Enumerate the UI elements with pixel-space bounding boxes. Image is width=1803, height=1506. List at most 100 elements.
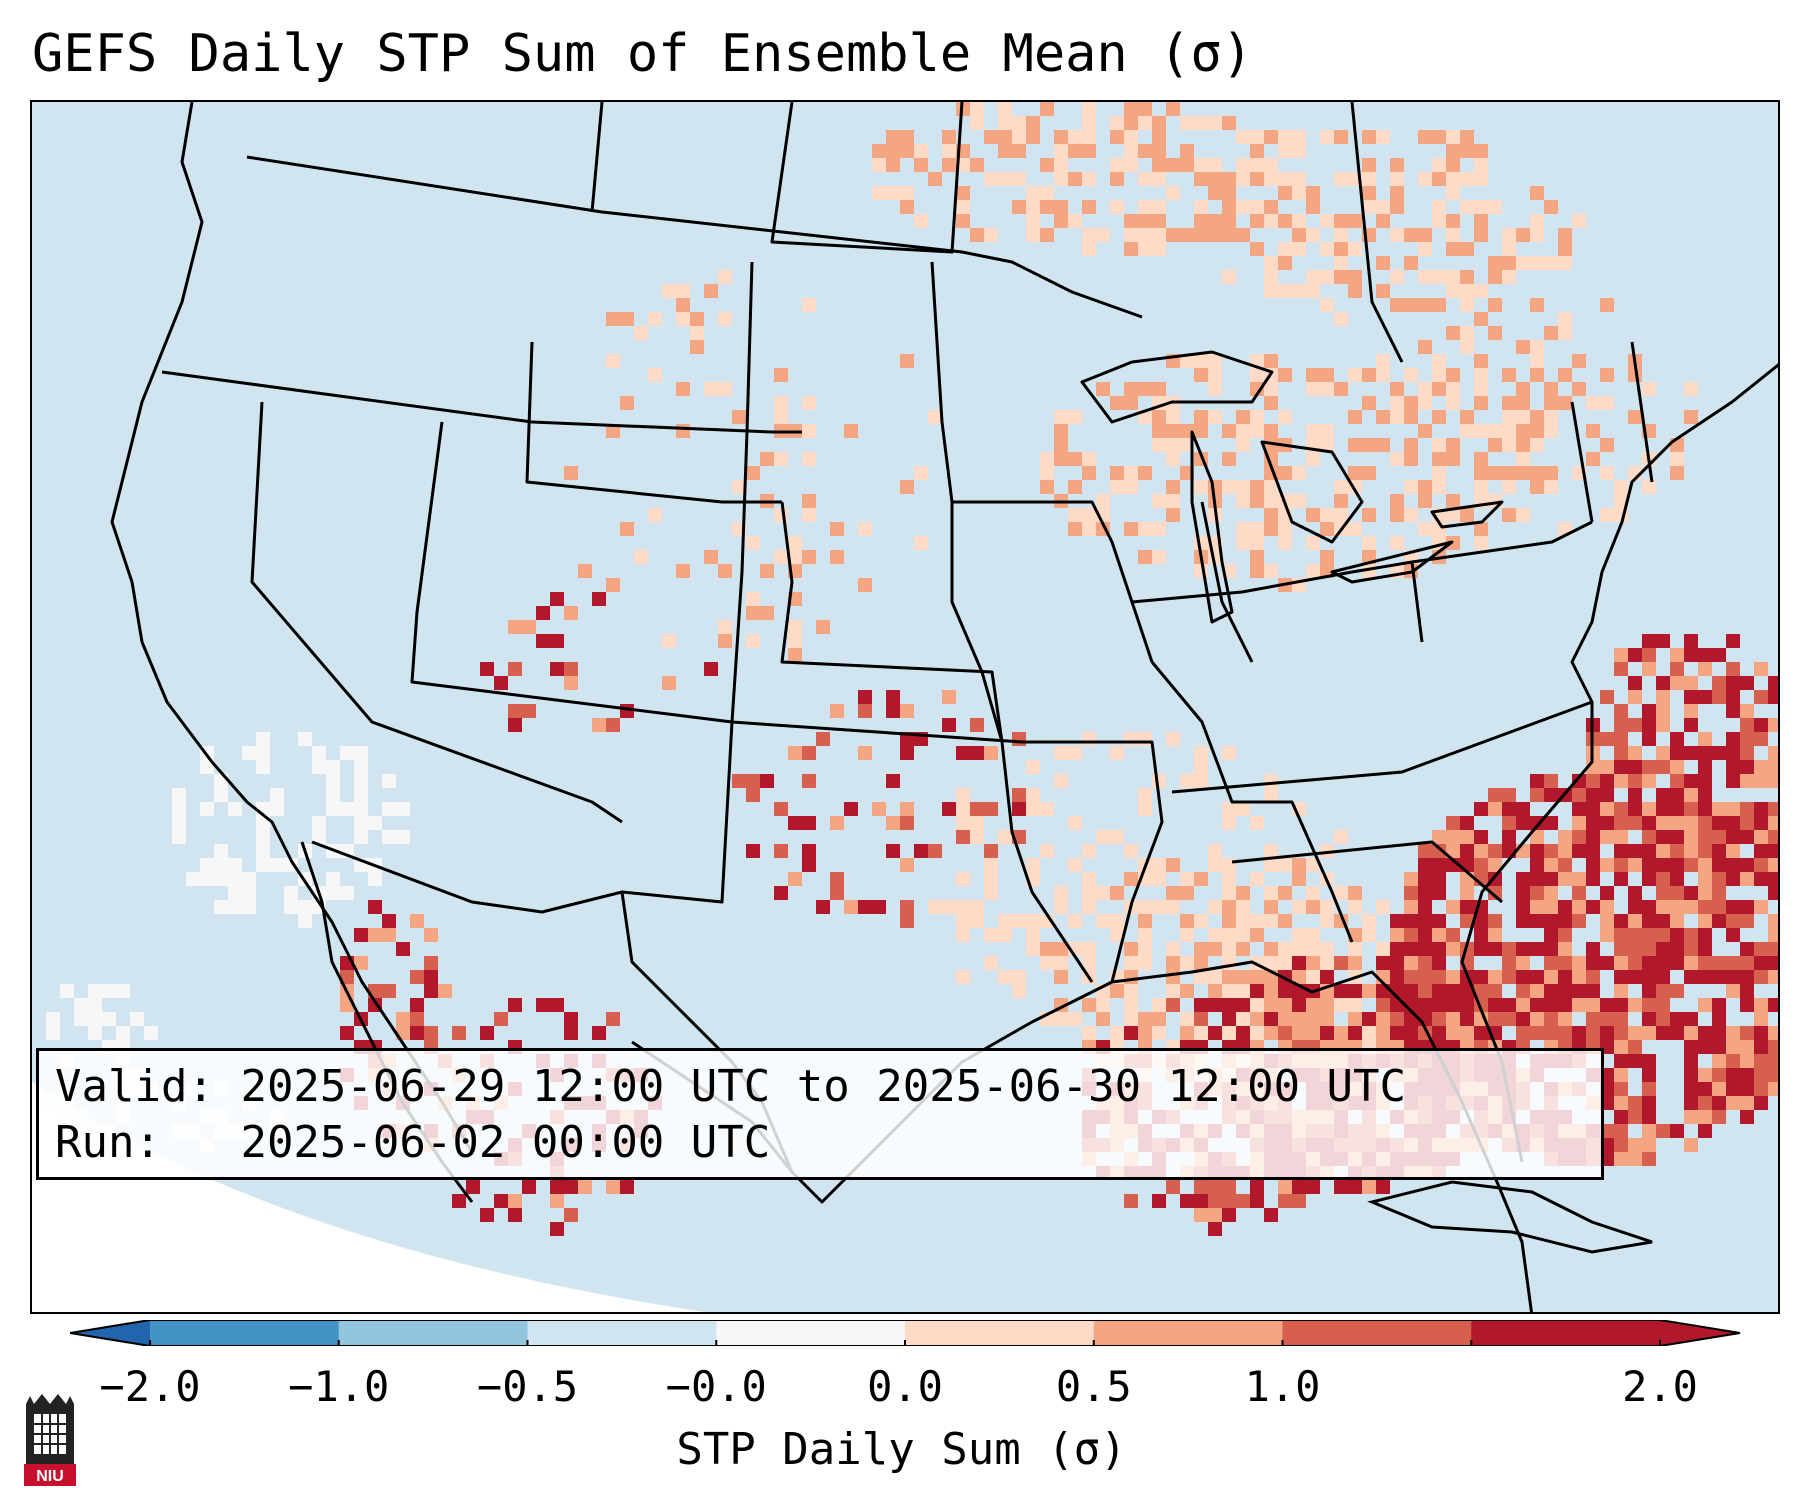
- anomaly-cell: [1446, 1026, 1460, 1040]
- anomaly-cell: [1222, 228, 1236, 242]
- anomaly-cell: [1362, 984, 1376, 998]
- anomaly-cell: [1096, 382, 1110, 396]
- anomaly-cell: [1642, 774, 1656, 788]
- anomaly-cell: [662, 676, 676, 690]
- anomaly-cell: [1572, 354, 1586, 368]
- anomaly-cell: [1558, 242, 1572, 256]
- anomaly-cell: [914, 214, 928, 228]
- anomaly-cell: [998, 172, 1012, 186]
- anomaly-cell: [130, 1012, 144, 1026]
- state-line: [621, 261, 754, 904]
- anomaly-cell: [1082, 998, 1096, 1012]
- anomaly-cell: [1614, 956, 1628, 970]
- anomaly-cell: [1418, 494, 1432, 508]
- anomaly-cell: [1530, 830, 1544, 844]
- anomaly-cell: [1740, 704, 1754, 718]
- lake-michigan: [1190, 430, 1234, 624]
- anomaly-cell: [1754, 830, 1768, 844]
- anomaly-cell: [1488, 914, 1502, 928]
- anomaly-cell: [1726, 900, 1740, 914]
- anomaly-cell: [1152, 858, 1166, 872]
- anomaly-cell: [1502, 788, 1516, 802]
- anomaly-cell: [1236, 410, 1250, 424]
- anomaly-cell: [872, 900, 886, 914]
- anomaly-cell: [1628, 1096, 1642, 1110]
- anomaly-cell: [1348, 886, 1362, 900]
- anomaly-cell: [1418, 928, 1432, 942]
- anomaly-cell: [1292, 998, 1306, 1012]
- anomaly-cell: [1530, 886, 1544, 900]
- anomaly-cell: [1530, 900, 1544, 914]
- anomaly-cell: [88, 998, 102, 1012]
- anomaly-cell: [284, 858, 298, 872]
- anomaly-cell: [634, 326, 648, 340]
- anomaly-cell: [1768, 970, 1778, 984]
- anomaly-cell: [1670, 1026, 1684, 1040]
- anomaly-cell: [1362, 914, 1376, 928]
- anomaly-cell: [1320, 900, 1334, 914]
- anomaly-cell: [1628, 858, 1642, 872]
- anomaly-cell: [1474, 1026, 1488, 1040]
- anomaly-cell: [228, 886, 242, 900]
- anomaly-cell: [1054, 1012, 1068, 1026]
- anomaly-cell: [256, 746, 270, 760]
- anomaly-cell: [1138, 172, 1152, 186]
- anomaly-cell: [1222, 452, 1236, 466]
- anomaly-cell: [1502, 970, 1516, 984]
- anomaly-cell: [1698, 942, 1712, 956]
- anomaly-cell: [872, 158, 886, 172]
- anomaly-cell: [1432, 872, 1446, 886]
- anomaly-cell: [1460, 298, 1474, 312]
- anomaly-cell: [606, 578, 620, 592]
- anomaly-cell: [900, 900, 914, 914]
- anomaly-cell: [1502, 228, 1516, 242]
- anomaly-cell: [1628, 410, 1642, 424]
- anomaly-cell: [564, 662, 578, 676]
- anomaly-cell: [1670, 858, 1684, 872]
- anomaly-cell: [1334, 830, 1348, 844]
- anomaly-cell: [788, 634, 802, 648]
- anomaly-cell: [1404, 900, 1418, 914]
- anomaly-cell: [1250, 1026, 1264, 1040]
- anomaly-cell: [1348, 956, 1362, 970]
- state-line: [525, 341, 782, 504]
- anomaly-cell: [1544, 396, 1558, 410]
- anomaly-cell: [1684, 1026, 1698, 1040]
- anomaly-cell: [1124, 732, 1138, 746]
- anomaly-cell: [1516, 1012, 1530, 1026]
- anomaly-cell: [1362, 396, 1376, 410]
- anomaly-cell: [1418, 956, 1432, 970]
- anomaly-cell: [1516, 452, 1530, 466]
- anomaly-cell: [634, 550, 648, 564]
- anomaly-cell: [1292, 466, 1306, 480]
- anomaly-cell: [1320, 956, 1334, 970]
- anomaly-cell: [956, 872, 970, 886]
- anomaly-cell: [1306, 424, 1320, 438]
- anomaly-cell: [1670, 452, 1684, 466]
- anomaly-cell: [1642, 718, 1656, 732]
- anomaly-cell: [1446, 368, 1460, 382]
- anomaly-cell: [1236, 928, 1250, 942]
- anomaly-cell: [1516, 984, 1530, 998]
- anomaly-cell: [1306, 284, 1320, 298]
- anomaly-cell: [1446, 326, 1460, 340]
- anomaly-cell: [1320, 438, 1334, 452]
- anomaly-cell: [1236, 998, 1250, 1012]
- anomaly-cell: [984, 130, 998, 144]
- anomaly-cell: [1530, 228, 1544, 242]
- anomaly-cell: [1306, 382, 1320, 396]
- anomaly-cell: [1138, 732, 1152, 746]
- anomaly-cell: [1432, 130, 1446, 144]
- anomaly-cell: [1166, 984, 1180, 998]
- anomaly-cell: [1502, 956, 1516, 970]
- anomaly-cell: [1586, 830, 1600, 844]
- state-line: [1022, 740, 1164, 983]
- anomaly-cell: [1670, 942, 1684, 956]
- anomaly-cell: [1124, 228, 1138, 242]
- anomaly-cell: [1516, 256, 1530, 270]
- anomaly-cell: [1404, 396, 1418, 410]
- anomaly-cell: [1502, 942, 1516, 956]
- anomaly-cell: [1138, 1012, 1152, 1026]
- anomaly-cell: [1502, 802, 1516, 816]
- anomaly-cell: [1586, 452, 1600, 466]
